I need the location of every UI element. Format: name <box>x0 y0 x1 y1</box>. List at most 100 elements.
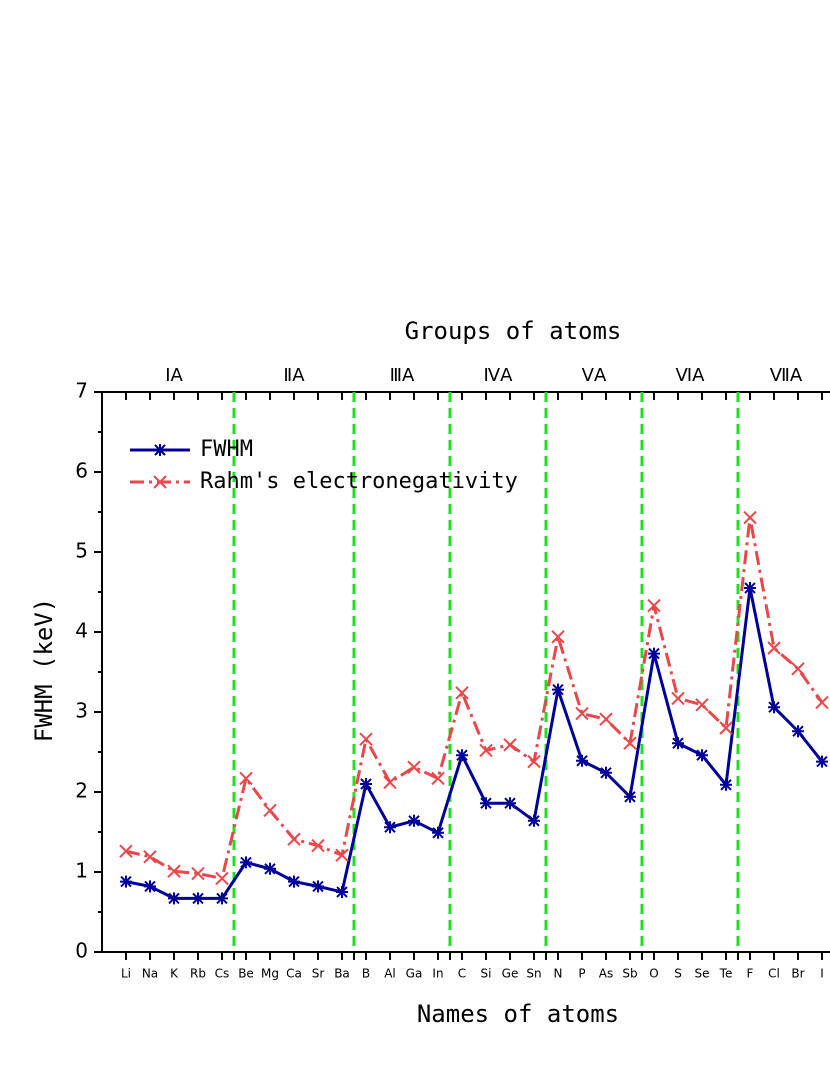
marker <box>120 875 132 888</box>
series-line <box>125 517 824 881</box>
marker <box>311 838 325 853</box>
marker <box>167 864 181 878</box>
x-tick-label: S <box>674 967 682 981</box>
x-tick-label: Al <box>384 967 396 981</box>
marker <box>551 630 565 644</box>
marker <box>287 832 301 846</box>
y-tick-label: 0 <box>75 939 88 963</box>
group-label: ⅥA <box>676 365 706 386</box>
marker <box>264 862 276 875</box>
x-axis-title: Names of atoms <box>417 1000 619 1028</box>
marker <box>720 778 732 791</box>
x-tick-label: N <box>554 967 563 981</box>
marker <box>575 706 589 721</box>
marker <box>455 686 469 700</box>
marker <box>168 892 180 905</box>
y-tick-label: 3 <box>75 699 88 723</box>
y-tick-label: 1 <box>75 859 88 883</box>
marker <box>792 725 804 738</box>
x-tick-label: K <box>170 967 179 981</box>
x-tick-label: F <box>747 967 754 981</box>
legend-marker <box>154 444 166 456</box>
x-tick-label: Na <box>142 967 158 981</box>
marker <box>695 698 709 712</box>
marker <box>816 755 828 768</box>
series-line <box>125 587 824 900</box>
x-tick-label: Te <box>719 967 733 981</box>
marker <box>624 790 636 803</box>
legend-label: Rahm's electronegativity <box>200 469 518 494</box>
marker <box>456 749 468 762</box>
marker <box>791 662 805 676</box>
legend-label: FWHM <box>200 437 253 462</box>
marker <box>504 797 516 810</box>
marker <box>191 866 205 881</box>
x-tick-label: I <box>820 967 824 981</box>
y-tick-label: 2 <box>75 779 88 803</box>
marker <box>576 754 588 767</box>
marker <box>744 582 756 594</box>
marker <box>647 598 661 613</box>
y-axis-title: FWHM (keV) <box>30 598 58 743</box>
x-tick-label: P <box>578 967 585 981</box>
group-label: ⅦA <box>770 365 803 386</box>
x-tick-label: Cl <box>768 967 780 981</box>
legend-marker <box>153 475 167 489</box>
group-label: ⅠA <box>165 365 183 386</box>
x-tick-label: O <box>649 967 658 981</box>
marker <box>119 844 133 858</box>
marker <box>360 778 372 790</box>
x-tick-label: Br <box>791 967 804 981</box>
x-tick-label: Sr <box>312 967 325 981</box>
marker <box>384 821 396 834</box>
marker <box>623 736 637 750</box>
marker <box>696 749 708 762</box>
marker <box>528 814 540 827</box>
marker <box>144 880 156 893</box>
marker <box>263 803 277 818</box>
marker <box>143 850 157 864</box>
marker <box>432 826 444 839</box>
x-tick-label: Rb <box>190 967 206 981</box>
x-tick-label: Ca <box>286 967 302 981</box>
x-tick-label: In <box>432 967 443 981</box>
marker <box>239 771 253 786</box>
marker <box>240 856 252 869</box>
x-tick-label: Sb <box>622 967 637 981</box>
marker <box>216 892 228 905</box>
group-label: ⅤA <box>582 365 607 386</box>
marker <box>359 732 373 746</box>
y-tick-label: 6 <box>75 459 88 483</box>
x-tick-label: Be <box>238 967 254 981</box>
marker <box>527 754 541 769</box>
x-tick-label: Ge <box>502 967 519 981</box>
marker <box>503 738 517 752</box>
marker <box>383 775 397 790</box>
x-tick-label: C <box>458 967 466 981</box>
marker <box>480 797 492 810</box>
marker <box>648 647 660 660</box>
marker <box>767 641 781 655</box>
marker <box>431 771 445 786</box>
marker <box>407 760 421 774</box>
group-label: ⅣA <box>484 365 514 386</box>
x-tick-label: Ga <box>406 967 423 981</box>
marker <box>192 892 204 905</box>
marker <box>768 701 780 714</box>
marker <box>336 886 348 898</box>
x-tick-label: Sn <box>526 967 541 981</box>
marker <box>552 683 564 696</box>
y-tick-label: 4 <box>75 619 88 643</box>
marker <box>671 691 685 706</box>
x-tick-label: Li <box>121 967 131 981</box>
marker <box>815 695 829 710</box>
x-tick-label: Cs <box>215 967 230 981</box>
marker <box>288 875 300 888</box>
y-tick-label: 7 <box>75 379 88 403</box>
group-label: ⅢA <box>390 365 415 386</box>
x-tick-label: Mg <box>261 967 279 981</box>
x-tick-label: Se <box>695 967 710 981</box>
marker <box>312 880 324 893</box>
group-label: ⅡA <box>283 365 305 386</box>
